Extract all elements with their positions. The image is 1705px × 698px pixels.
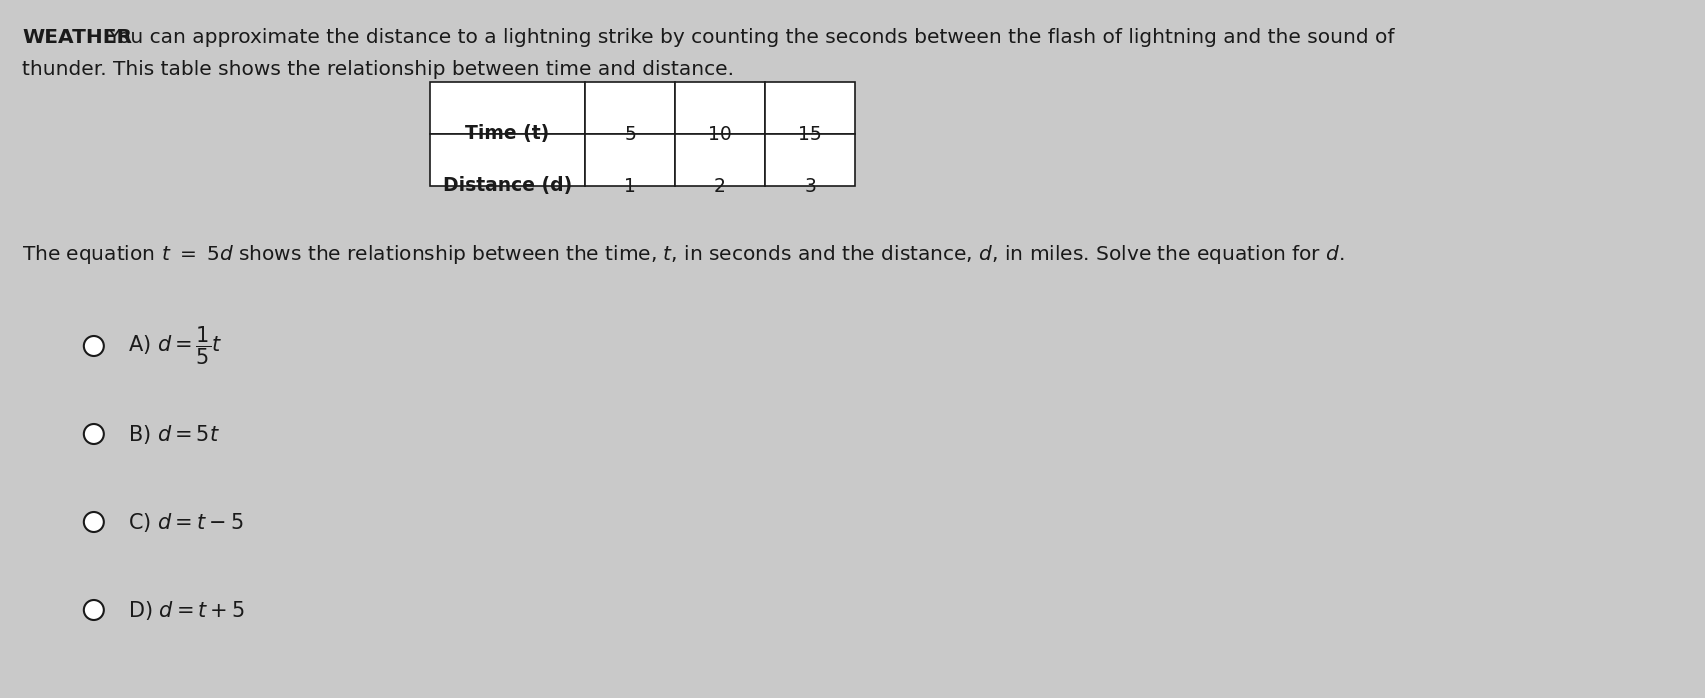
Circle shape	[84, 424, 104, 444]
Bar	[585, 82, 675, 134]
Text: 2: 2	[714, 177, 726, 195]
Text: D) $d = t + 5$: D) $d = t + 5$	[128, 598, 246, 621]
Text: The equation $t$ $=$ $5d$ shows the relationship between the time, $t$, in secon: The equation $t$ $=$ $5d$ shows the rela…	[22, 243, 1344, 266]
Bar	[675, 134, 764, 186]
Text: Distance (d): Distance (d)	[443, 177, 571, 195]
Circle shape	[84, 600, 104, 620]
Text: Time (t): Time (t)	[465, 124, 549, 144]
Text: B) $d = 5t$: B) $d = 5t$	[128, 422, 220, 445]
Bar	[764, 134, 854, 186]
Text: thunder. This table shows the relationship between time and distance.: thunder. This table shows the relationsh…	[22, 60, 733, 79]
Text: 10: 10	[708, 124, 731, 144]
Text: 5: 5	[624, 124, 636, 144]
Circle shape	[84, 512, 104, 532]
Bar	[585, 134, 675, 186]
Text: A) $d = \dfrac{1}{5}t$: A) $d = \dfrac{1}{5}t$	[128, 325, 222, 367]
Circle shape	[84, 336, 104, 356]
Text: 1: 1	[624, 177, 636, 195]
Text: 15: 15	[798, 124, 822, 144]
Bar	[430, 82, 585, 134]
Text: C) $d = t - 5$: C) $d = t - 5$	[128, 510, 244, 533]
Text: WEATHER: WEATHER	[22, 28, 131, 47]
Bar	[675, 82, 764, 134]
Text: You can approximate the distance to a lightning strike by counting the seconds b: You can approximate the distance to a li…	[102, 28, 1395, 47]
Bar	[764, 82, 854, 134]
Text: 3: 3	[803, 177, 815, 195]
Bar	[430, 134, 585, 186]
